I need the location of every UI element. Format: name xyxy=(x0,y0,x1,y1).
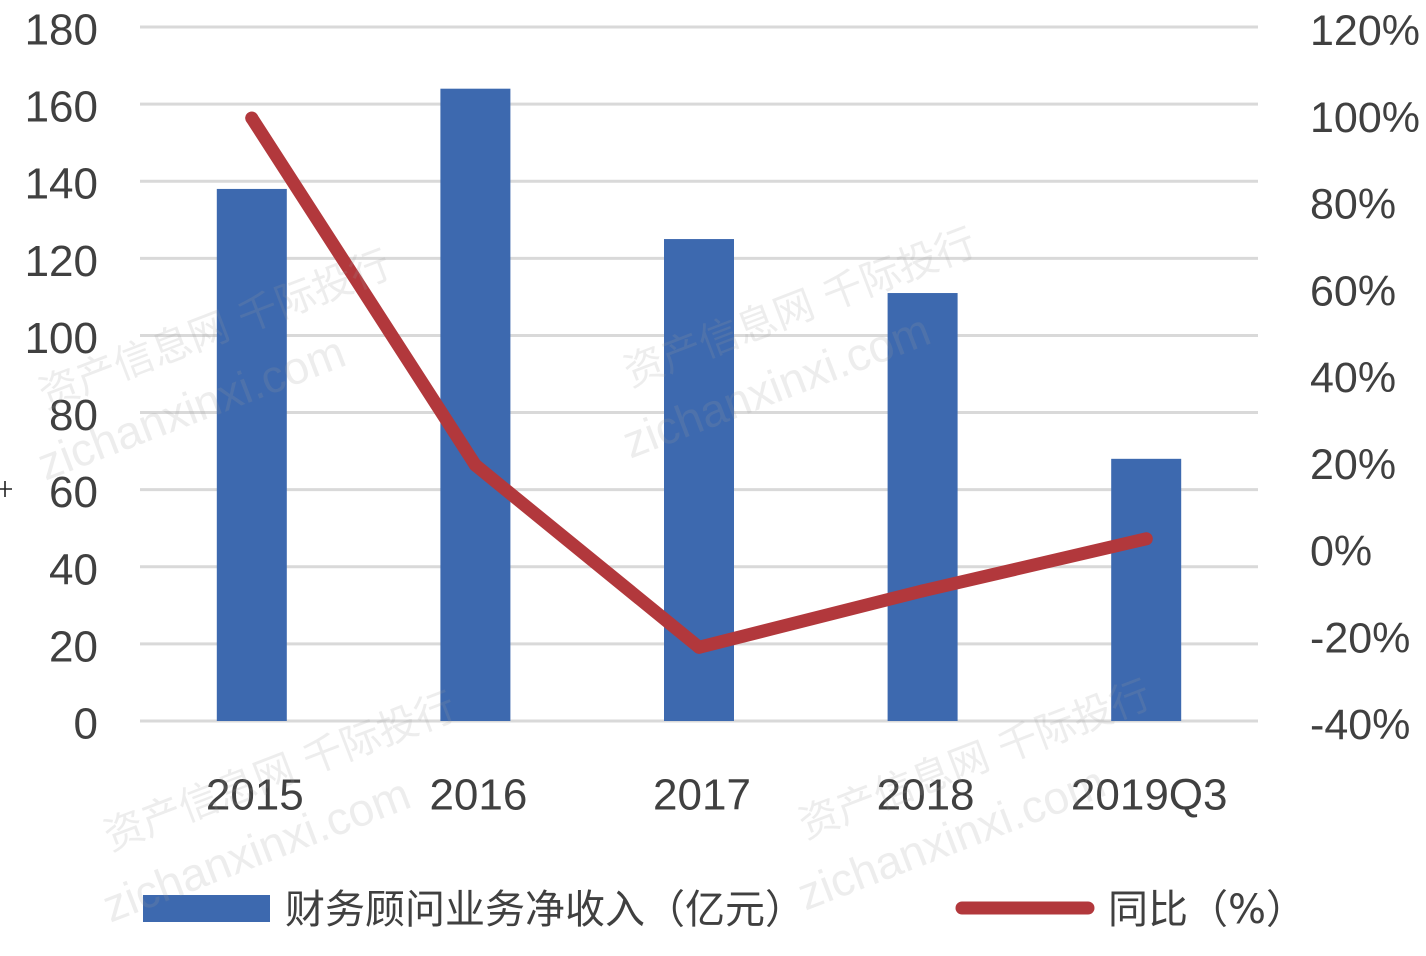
right-axis-tick-label: 120% xyxy=(1310,7,1420,55)
right-axis-tick-label: -40% xyxy=(1310,701,1410,749)
legend-item-net-income: 财务顾问业务净收入（亿元） xyxy=(143,887,805,933)
bar-2015 xyxy=(216,188,287,721)
left-axis-tick-label: 120 xyxy=(25,237,98,286)
right-axis-tick-label: 80% xyxy=(1310,181,1396,229)
yoy-point-2017 xyxy=(692,640,706,654)
legend-label-net-income: 财务顾问业务净收入（亿元） xyxy=(285,887,805,933)
left-axis-tick-label: 40 xyxy=(49,545,98,594)
bar-2018 xyxy=(887,293,958,721)
right-axis-tick-label: 100% xyxy=(1310,94,1420,142)
x-axis-labels: 2015 2016 2017 2018 2019Q3 xyxy=(206,771,1228,820)
legend-item-yoy: 同比（%） xyxy=(955,887,1306,933)
left-axis-labels: 0 20 40 60 80 100 120 140 160 180 xyxy=(25,6,98,749)
legend-swatch-bar xyxy=(143,895,270,922)
legend-label-yoy: 同比（%） xyxy=(1108,887,1306,933)
x-axis-category-label: 2019Q3 xyxy=(1071,771,1228,820)
right-axis-tick-label: -20% xyxy=(1310,614,1410,662)
x-axis-category-label: 2015 xyxy=(206,771,304,820)
left-axis-tick-label: 0 xyxy=(74,700,98,749)
yoy-point-2018 xyxy=(916,584,930,598)
left-axis-tick-label: 80 xyxy=(49,391,98,440)
left-axis-tick-label: 180 xyxy=(25,6,98,55)
yoy-point-2019Q3 xyxy=(1139,532,1153,546)
yoy-point-2016 xyxy=(468,458,482,472)
right-axis-labels: -40% -20% 0% 20% 40% 60% 80% 100% 120% xyxy=(1310,7,1420,749)
crosshair-mark xyxy=(0,481,12,497)
left-axis-tick-label: 60 xyxy=(49,468,98,517)
bar-series-net-income xyxy=(216,88,1182,722)
yoy-point-2015 xyxy=(245,111,259,125)
right-axis-tick-label: 20% xyxy=(1310,441,1396,489)
right-axis-tick-label: 60% xyxy=(1310,267,1396,315)
right-axis-tick-label: 0% xyxy=(1310,528,1372,576)
left-axis-tick-label: 100 xyxy=(25,314,98,363)
legend: 财务顾问业务净收入（亿元） 同比（%） xyxy=(143,887,1306,933)
right-axis-tick-label: 40% xyxy=(1310,354,1396,402)
left-axis-tick-label: 140 xyxy=(25,160,98,209)
line-series-yoy xyxy=(245,111,1153,654)
bar-2019Q3 xyxy=(1111,458,1182,721)
bar-2016 xyxy=(440,88,511,721)
x-axis-category-label: 2016 xyxy=(429,771,527,820)
x-axis-category-label: 2017 xyxy=(653,771,751,820)
left-axis-tick-label: 20 xyxy=(49,622,98,671)
left-axis-tick-label: 160 xyxy=(25,83,98,132)
x-axis-category-label: 2018 xyxy=(877,771,975,820)
